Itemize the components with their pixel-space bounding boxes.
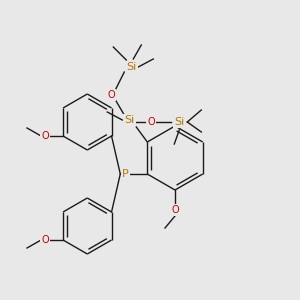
Text: O: O <box>41 131 49 141</box>
Text: P: P <box>122 169 129 179</box>
Text: O: O <box>41 235 49 245</box>
Text: Si: Si <box>124 115 134 125</box>
Text: Si: Si <box>174 117 184 127</box>
Text: O: O <box>107 90 115 100</box>
Text: O: O <box>148 117 155 127</box>
Text: Si: Si <box>126 62 136 72</box>
Text: O: O <box>171 205 179 215</box>
